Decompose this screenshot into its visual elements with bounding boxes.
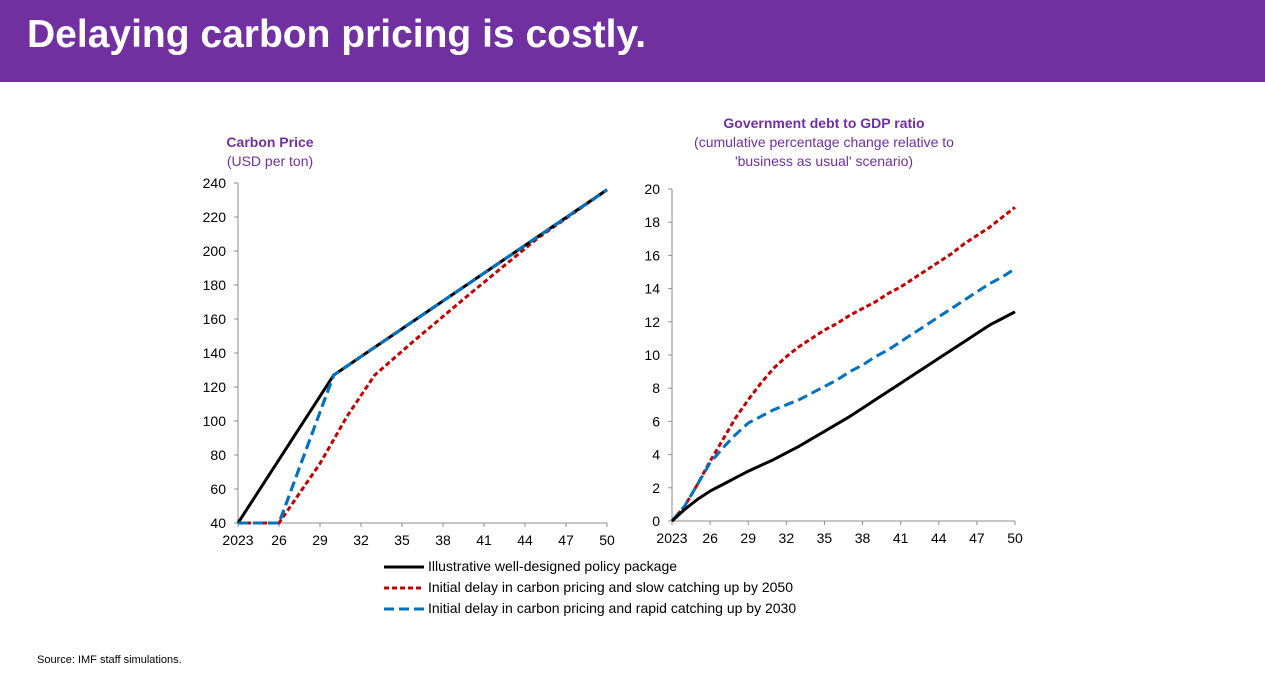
y-tick-label: 80 [210, 447, 226, 463]
y-tick-label: 100 [203, 413, 227, 429]
series-line-0 [236, 188, 608, 524]
x-tick-label: 35 [817, 530, 833, 546]
chart-title-main: Government debt to GDP ratio [723, 115, 925, 131]
y-tick-label: 2 [652, 480, 660, 496]
legend-swatch-red-dashed [384, 586, 424, 590]
y-tick-label: 120 [203, 379, 227, 395]
y-tick-label: 20 [644, 181, 660, 197]
chart-title-main: Carbon Price [226, 134, 314, 150]
x-tick-label: 26 [271, 532, 287, 548]
x-tick-label: 35 [394, 532, 410, 548]
y-tick-label: 220 [203, 209, 227, 225]
x-tick-label: 29 [740, 530, 756, 546]
y-tick-label: 200 [203, 243, 227, 259]
source-note: Source: IMF staff simulations. [37, 654, 182, 666]
x-tick-label: 47 [969, 530, 985, 546]
y-tick-label: 40 [210, 515, 226, 531]
x-tick-label: 32 [353, 532, 369, 548]
x-tick-label: 38 [855, 530, 871, 546]
chart-title-subtitle-line-2: 'business as usual' scenario) [734, 153, 914, 169]
x-tick-label: 44 [931, 530, 947, 546]
legend-label: Illustrative well-designed policy packag… [428, 558, 678, 574]
y-tick-label: 14 [644, 281, 660, 297]
x-tick-label: 50 [1007, 530, 1023, 546]
x-tick-label: 2023 [656, 530, 687, 546]
y-tick-label: 180 [203, 277, 227, 293]
chart-title-subtitle-line-1: (cumulative percentage change relative t… [694, 134, 954, 150]
x-tick-label: 44 [517, 532, 533, 548]
title-banner: Delaying carbon pricing is costly. [0, 0, 1265, 82]
y-tick-label: 18 [644, 214, 660, 230]
series-line-2 [670, 267, 1016, 522]
y-tick-label: 160 [203, 311, 227, 327]
y-tick-label: 8 [652, 380, 660, 396]
legend-swatch-black-solid [384, 565, 424, 569]
x-tick-label: 29 [312, 532, 328, 548]
y-tick-label: 10 [644, 347, 660, 363]
carbon-price-chart: 40 60 80 100 120 140 160 180 200 220 240 2023 26 29 32… [203, 175, 615, 548]
y-tick-label: 0 [652, 513, 660, 529]
x-tick-label: 41 [476, 532, 492, 548]
y-tick-label: 240 [203, 175, 227, 191]
carbon-price-chart-title: Carbon Price (USD per ton) [165, 133, 375, 171]
y-tick-label: 4 [652, 447, 660, 463]
x-tick-label: 41 [893, 530, 909, 546]
x-tick-label: 38 [435, 532, 451, 548]
y-tick-label: 6 [652, 413, 660, 429]
y-tick-label: 16 [644, 247, 660, 263]
x-tick-label: 47 [558, 532, 574, 548]
series-line-0 [670, 310, 1016, 523]
legend-label: Initial delay in carbon pricing and slow… [428, 579, 794, 595]
series-line-1 [670, 206, 1016, 522]
x-tick-label: 2023 [222, 532, 253, 548]
y-tick-label: 12 [644, 314, 660, 330]
debt-ratio-chart: 0 2 4 6 8 10 12 14 16 18 20 2023 26 29 32 35 38 41 44 47 50 [644, 181, 1023, 546]
legend-swatch-blue-dashed [384, 607, 424, 611]
x-tick-label: 32 [779, 530, 795, 546]
y-tick-label: 140 [203, 345, 227, 361]
chart-title-subtitle: (USD per ton) [226, 153, 314, 169]
legend-label: Initial delay in carbon pricing and rapi… [428, 600, 797, 616]
x-tick-label: 26 [702, 530, 718, 546]
series-line-2 [238, 188, 608, 525]
y-tick-label: 60 [210, 481, 226, 497]
series-line-2-overlay [238, 188, 608, 525]
x-tick-label: 50 [599, 532, 615, 548]
series-line-1 [238, 188, 608, 525]
debt-ratio-chart-title: Government debt to GDP ratio (cumulative… [614, 114, 1034, 171]
slide-title: Delaying carbon pricing is costly. [27, 13, 647, 56]
